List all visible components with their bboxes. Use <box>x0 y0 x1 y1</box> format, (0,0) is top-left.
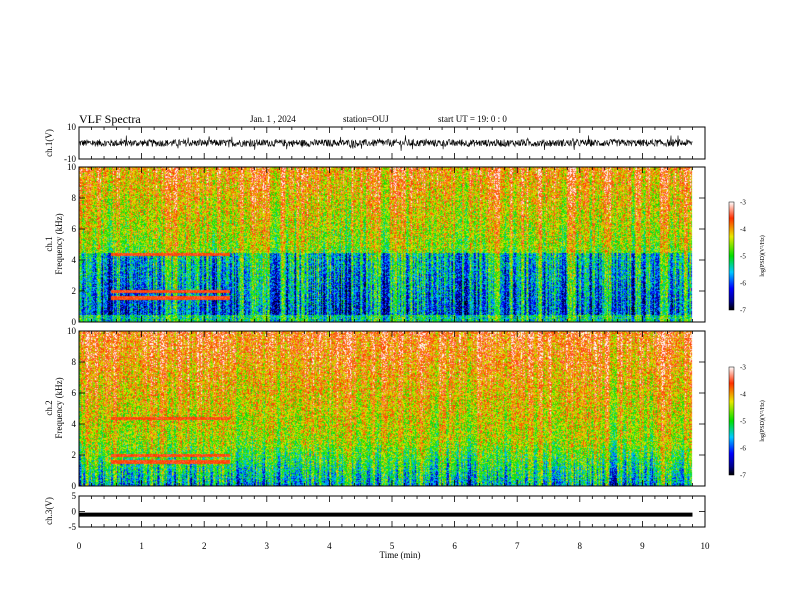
x-axis-label: Time (min) <box>380 550 421 560</box>
colorbar-tick-label: -4 <box>740 226 746 234</box>
ch1-colorbar <box>728 201 735 311</box>
ch3-waveform-ytick-label: 5 <box>72 491 77 501</box>
ch2-spectrogram-ytick-label: 4 <box>72 419 77 429</box>
colorbar-tick-label: -3 <box>740 364 746 372</box>
ch1-spectrogram <box>79 167 705 322</box>
ch2-spectrogram <box>79 331 705 486</box>
x-tick-label: 2 <box>202 541 207 551</box>
colorbar-tick-label: -7 <box>740 307 746 315</box>
colorbar-tick-label: -4 <box>740 391 746 399</box>
ch3-waveform-ytick-label: -5 <box>69 522 77 532</box>
ch2-spectrogram-ytick-label: 6 <box>72 388 77 398</box>
ch1-waveform-ytick-label: -10 <box>64 154 76 164</box>
ch1-spectrogram-ytick-label: 2 <box>72 286 77 296</box>
colorbar-ticks: -3 -4 -5 -6 -7 -3 -4 -5 -6 -7 <box>740 199 746 480</box>
x-tick-label: 4 <box>327 541 332 551</box>
ch1-colorbar-label: log(PSD)(V²/Hz) <box>759 235 766 276</box>
ch2-spectrogram-ytick-label: 10 <box>67 326 77 336</box>
ch1-spectrogram-ytick-label: 10 <box>67 162 77 172</box>
ch1-spectrogram-ytick-label: 8 <box>72 193 77 203</box>
ch3-waveform-ytick-label: 0 <box>72 507 77 517</box>
ch2-spectrogram-ylabel-freq: Frequency (kHz) <box>54 377 64 438</box>
x-tick-label: 0 <box>77 541 82 551</box>
ch1-spectrogram-ylabel-freq: Frequency (kHz) <box>54 213 64 274</box>
axis-ticks <box>78 126 706 528</box>
ch2-colorbar-label: log(PSD)(V²/Hz) <box>759 400 766 441</box>
x-tick-label: 1 <box>139 541 144 551</box>
ch2-spectrogram-ytick-label: 8 <box>72 357 77 367</box>
ch2-colorbar <box>728 366 735 476</box>
colorbar-tick-label: -5 <box>740 418 746 426</box>
x-tick-label: 7 <box>515 541 520 551</box>
ch2-spectrogram-ytick-label: 0 <box>72 481 77 491</box>
colorbar-tick-label: -3 <box>740 199 746 207</box>
x-tick-label: 3 <box>265 541 270 551</box>
x-tick-label: 9 <box>640 541 645 551</box>
ch1-waveform-ylabel: ch.1(V) <box>44 129 54 157</box>
station-label: station=OUJ <box>343 114 389 124</box>
colorbar-tick-label: -6 <box>740 445 746 453</box>
ch1-spectrogram-ytick-label: 4 <box>72 255 77 265</box>
chart-title: VLF Spectra <box>79 112 141 126</box>
ch2-spectrogram-ytick-label: 2 <box>72 450 77 460</box>
colorbar-tick-label: -7 <box>740 472 746 480</box>
colorbar-tick-label: -6 <box>740 280 746 288</box>
x-tick-label: 8 <box>578 541 583 551</box>
date-label: Jan. 1 , 2024 <box>250 114 296 124</box>
ch3-waveform-ylabel: ch.3(V) <box>44 497 54 525</box>
colorbar-tick-label: -5 <box>740 253 746 261</box>
ch1-waveform-trace <box>78 135 693 151</box>
ch1-spectrogram-ytick-label: 6 <box>72 224 77 234</box>
ch1-spectrogram-ylabel-channel: ch.1 <box>44 236 54 251</box>
ch1-spectrogram-ytick-label: 0 <box>72 317 77 327</box>
start-time-label: start UT = 19: 0 : 0 <box>438 114 507 124</box>
ch1-waveform-ytick-label: 10 <box>67 122 77 132</box>
x-tick-label: 10 <box>701 541 711 551</box>
x-tick-label: 6 <box>452 541 457 551</box>
ch2-spectrogram-ylabel-channel: ch.2 <box>44 400 54 415</box>
x-tick-label: 5 <box>390 541 395 551</box>
